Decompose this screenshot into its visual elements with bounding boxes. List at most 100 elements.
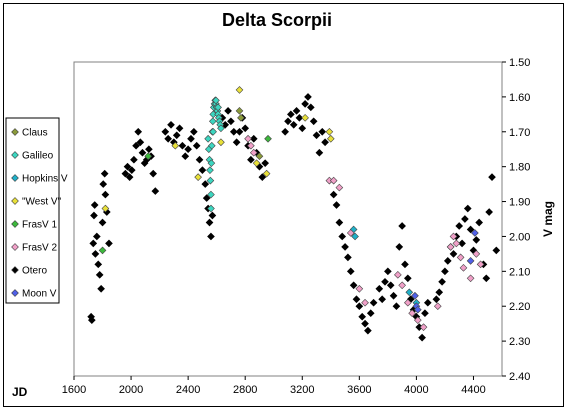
legend-entry: Hopkins V (22, 174, 68, 185)
data-point (224, 107, 232, 115)
data-point (90, 211, 98, 220)
data-point (404, 298, 412, 307)
data-point (98, 218, 107, 227)
data-point (346, 267, 355, 276)
data-point (127, 166, 136, 174)
data-point (90, 201, 99, 209)
data-point (351, 232, 359, 241)
data-point (381, 277, 389, 286)
data-point (258, 173, 267, 181)
data-point (398, 281, 406, 290)
legend-marker (11, 266, 19, 274)
data-point (244, 134, 252, 143)
data-point (338, 232, 347, 241)
legend-entry: Claus (22, 128, 48, 139)
data-point (151, 187, 160, 195)
data-point (329, 190, 338, 199)
data-point (235, 127, 244, 136)
y-tick-label: 2.30 (509, 336, 530, 348)
data-point (335, 218, 344, 227)
data-point (423, 298, 432, 307)
data-point (145, 145, 153, 154)
data-point (488, 173, 496, 181)
series-6 (87, 93, 501, 342)
plot-area (73, 61, 503, 377)
data-point (207, 190, 215, 199)
chart-canvas: Delta Scorpii 1600 2000 2400 2800 3200 3600 40… (5, 10, 555, 399)
data-point (207, 232, 215, 241)
data-point (217, 124, 225, 133)
data-point (125, 173, 134, 181)
data-point (144, 152, 153, 161)
data-point (378, 295, 386, 304)
legend-entry: Otero (22, 266, 47, 277)
data-point (93, 232, 101, 241)
data-point (458, 239, 466, 248)
data-point (202, 194, 211, 202)
data-point (206, 176, 215, 185)
data-point (414, 305, 422, 314)
data-point (105, 239, 113, 248)
data-point (355, 302, 364, 311)
data-point (461, 215, 469, 223)
data-point (318, 127, 327, 136)
data-point (301, 100, 309, 108)
data-point (95, 270, 104, 279)
data-point (175, 124, 184, 133)
data-point (132, 141, 140, 150)
data-point (281, 127, 289, 136)
data-point (167, 120, 175, 129)
data-point (449, 250, 458, 258)
data-point (482, 274, 491, 283)
data-point (475, 218, 483, 227)
data-point (301, 113, 309, 122)
data-point (395, 243, 404, 251)
data-point (432, 295, 441, 304)
data-point (441, 267, 449, 276)
data-point (98, 246, 107, 255)
data-point (198, 166, 207, 174)
data-point (101, 204, 110, 213)
data-point (134, 127, 143, 136)
data-point (443, 257, 452, 265)
data-point (205, 218, 214, 227)
x-axis: 1600 2000 2400 2800 3200 3600 4000 4400 (62, 376, 486, 396)
data-point (204, 134, 212, 143)
y-tick-label: 2.40 (509, 371, 530, 383)
data-point (164, 134, 172, 143)
data-point (121, 169, 130, 178)
chart-title: Delta Scorpii (222, 10, 332, 30)
data-point (99, 180, 108, 188)
data-point (207, 141, 216, 150)
x-tick-label: 2800 (233, 384, 257, 396)
data-point (181, 152, 190, 161)
data-point (206, 166, 214, 174)
data-point (255, 152, 264, 161)
data-point (312, 131, 321, 140)
legend-marker (11, 128, 19, 136)
data-point (304, 93, 312, 101)
data-point (208, 117, 217, 126)
y-tick-label: 1.80 (509, 162, 530, 174)
data-point (326, 134, 335, 143)
data-point (292, 107, 301, 115)
data-point (349, 281, 358, 290)
series-0 (235, 107, 264, 161)
data-point (212, 96, 220, 105)
data-point (344, 253, 352, 262)
data-point (389, 291, 398, 300)
data-point (466, 274, 475, 283)
data-point (455, 222, 464, 230)
data-point (235, 107, 244, 115)
data-point (438, 277, 446, 286)
data-point (237, 113, 245, 122)
x-tick-label: 3200 (290, 384, 314, 396)
y-tick-label: 2.20 (509, 301, 530, 313)
data-point (435, 288, 444, 297)
legend-marker (11, 243, 19, 251)
legend-marker (11, 197, 19, 205)
data-point (355, 284, 364, 293)
data-point (404, 274, 412, 283)
series-5 (244, 134, 485, 331)
data-point (100, 169, 109, 178)
